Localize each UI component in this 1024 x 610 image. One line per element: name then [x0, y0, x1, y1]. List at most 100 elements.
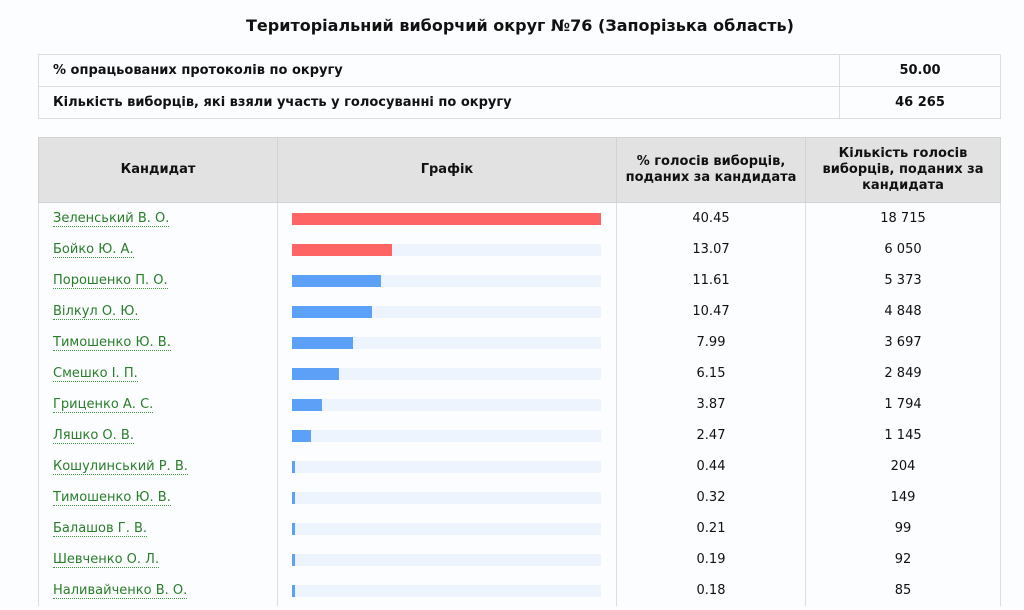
bar-track: [292, 336, 601, 349]
votes-cell: 149: [805, 482, 1001, 513]
bar-track: [292, 584, 601, 597]
bar-track: [292, 305, 601, 318]
percent-cell: 40.45: [616, 202, 806, 234]
candidate-link[interactable]: Наливайченко В. О.: [53, 583, 188, 599]
table-row: Тимошенко Ю. В. 0.32 149: [38, 482, 1001, 513]
chart-cell: [277, 544, 617, 575]
table-row: Тимошенко Ю. В. 7.99 3 697: [38, 327, 1001, 358]
candidate-cell: Наливайченко В. О.: [38, 575, 278, 606]
table-row: Кошулинський Р. В. 0.44 204: [38, 451, 1001, 482]
percent-cell: 2.47: [616, 420, 806, 451]
bar: [292, 243, 392, 256]
candidate-cell: Ляшко О. В.: [38, 420, 278, 451]
bar-track: [292, 491, 601, 504]
bar-track: [292, 367, 601, 380]
summary-row: Кількість виборців, які взяли участь у г…: [38, 86, 1001, 119]
candidate-link[interactable]: Тимошенко Ю. В.: [53, 490, 171, 506]
page-title: Територіальний виборчий округ №76 (Запор…: [246, 16, 794, 35]
candidate-cell: Балашов Г. В.: [38, 513, 278, 544]
header-chart: Графік: [277, 137, 617, 203]
candidate-link[interactable]: Ляшко О. В.: [53, 428, 134, 444]
summary-row: % опрацьованих протоколів по округу 50.00: [38, 54, 1001, 87]
percent-cell: 0.21: [616, 513, 806, 544]
results-table: Кандидат Графік % голосів виборців, пода…: [38, 137, 1001, 606]
votes-cell: 85: [805, 575, 1001, 606]
table-row: Зеленський В. О. 40.45 18 715: [38, 202, 1001, 234]
summary-label: % опрацьованих протоколів по округу: [38, 54, 840, 87]
header-votes: Кількість голосів виборців, поданих за к…: [805, 137, 1001, 203]
votes-cell: 3 697: [805, 327, 1001, 358]
percent-cell: 0.32: [616, 482, 806, 513]
votes-cell: 18 715: [805, 202, 1001, 234]
chart-cell: [277, 420, 617, 451]
summary-value: 46 265: [839, 86, 1001, 119]
candidate-link[interactable]: Тимошенко Ю. В.: [53, 335, 171, 351]
chart-cell: [277, 389, 617, 420]
bar-track: [292, 243, 601, 256]
candidate-link[interactable]: Смешко І. П.: [53, 366, 138, 382]
votes-cell: 92: [805, 544, 1001, 575]
bar: [292, 460, 296, 473]
summary-value: 50.00: [839, 54, 1001, 87]
bar: [292, 336, 354, 349]
table-row: Вілкул О. Ю. 10.47 4 848: [38, 296, 1001, 327]
chart-cell: [277, 296, 617, 327]
percent-cell: 3.87: [616, 389, 806, 420]
header-candidate: Кандидат: [38, 137, 278, 203]
candidate-link[interactable]: Зеленський В. О.: [53, 211, 170, 227]
votes-cell: 5 373: [805, 265, 1001, 296]
bar: [292, 584, 295, 597]
chart-cell: [277, 265, 617, 296]
bar: [292, 553, 295, 566]
chart-cell: [277, 202, 617, 234]
bar: [292, 398, 322, 411]
candidate-cell: Кошулинський Р. В.: [38, 451, 278, 482]
bar: [292, 522, 295, 535]
candidate-cell: Шевченко О. Л.: [38, 544, 278, 575]
candidate-cell: Порошенко П. О.: [38, 265, 278, 296]
candidate-link[interactable]: Порошенко П. О.: [53, 273, 168, 289]
chart-cell: [277, 451, 617, 482]
bar-track: [292, 398, 601, 411]
candidate-link[interactable]: Вілкул О. Ю.: [53, 304, 139, 320]
table-row: Порошенко П. О. 11.61 5 373: [38, 265, 1001, 296]
table-row: Ляшко О. В. 2.47 1 145: [38, 420, 1001, 451]
chart-cell: [277, 358, 617, 389]
summary-label: Кількість виборців, які взяли участь у г…: [38, 86, 840, 119]
percent-cell: 11.61: [616, 265, 806, 296]
table-row: Гриценко А. С. 3.87 1 794: [38, 389, 1001, 420]
candidate-cell: Зеленський В. О.: [38, 202, 278, 234]
candidate-link[interactable]: Шевченко О. Л.: [53, 552, 160, 568]
table-row: Шевченко О. Л. 0.19 92: [38, 544, 1001, 575]
table-row: Смешко І. П. 6.15 2 849: [38, 358, 1001, 389]
bar: [292, 212, 601, 225]
bar-track: [292, 429, 601, 442]
percent-cell: 0.18: [616, 575, 806, 606]
chart-cell: [277, 575, 617, 606]
candidate-cell: Бойко Ю. А.: [38, 234, 278, 265]
chart-cell: [277, 327, 617, 358]
chart-cell: [277, 513, 617, 544]
percent-cell: 10.47: [616, 296, 806, 327]
bar: [292, 305, 372, 318]
chart-cell: [277, 482, 617, 513]
candidate-link[interactable]: Гриценко А. С.: [53, 397, 154, 413]
candidate-cell: Тимошенко Ю. В.: [38, 482, 278, 513]
candidate-link[interactable]: Бойко Ю. А.: [53, 242, 134, 258]
bar: [292, 429, 311, 442]
candidate-link[interactable]: Кошулинський Р. В.: [53, 459, 188, 475]
chart-cell: [277, 234, 617, 265]
percent-cell: 0.19: [616, 544, 806, 575]
table-row: Бойко Ю. А. 13.07 6 050: [38, 234, 1001, 265]
percent-cell: 7.99: [616, 327, 806, 358]
table-row: Наливайченко В. О. 0.18 85: [38, 575, 1001, 606]
candidate-link[interactable]: Балашов Г. В.: [53, 521, 148, 537]
bar-track: [292, 460, 601, 473]
votes-cell: 6 050: [805, 234, 1001, 265]
table-row: Балашов Г. В. 0.21 99: [38, 513, 1001, 544]
summary-table: % опрацьованих протоколів по округу 50.00…: [38, 54, 1001, 119]
votes-cell: 2 849: [805, 358, 1001, 389]
header-percent: % голосів виборців, поданих за кандидата: [616, 137, 806, 203]
percent-cell: 13.07: [616, 234, 806, 265]
percent-cell: 0.44: [616, 451, 806, 482]
